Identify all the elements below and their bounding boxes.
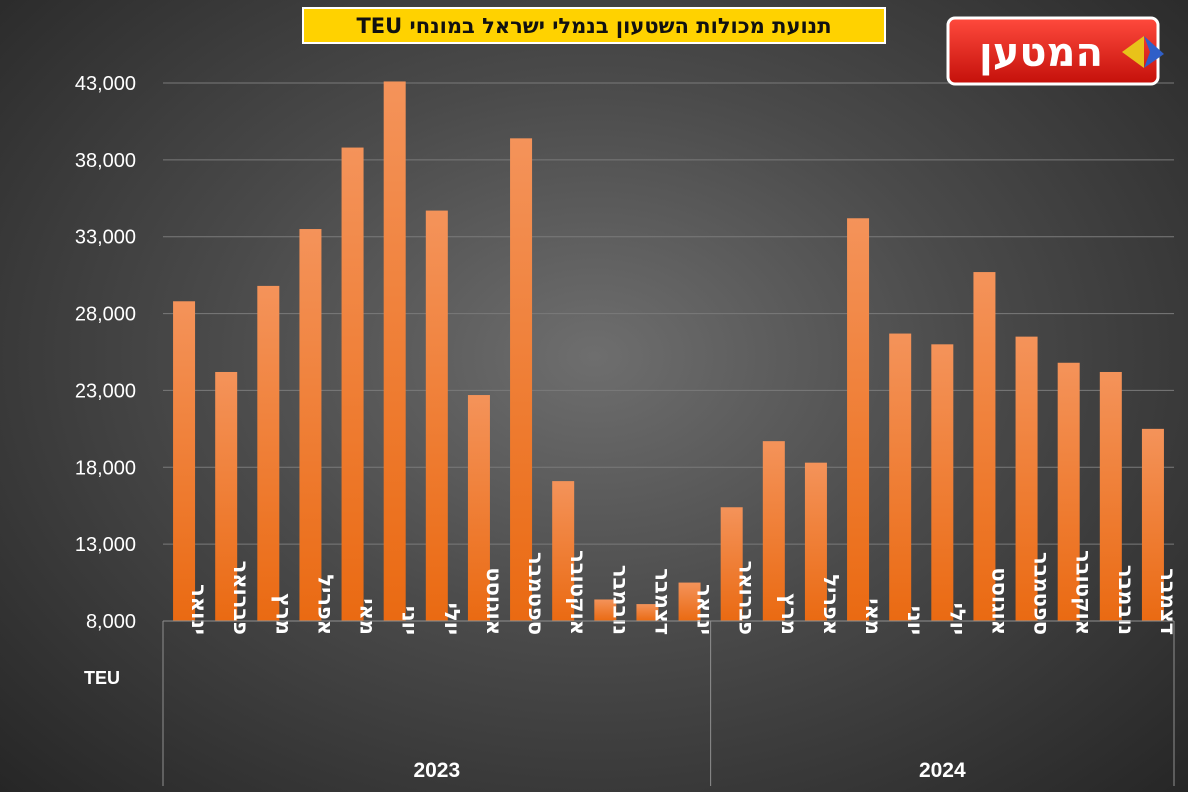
x-tick-label: מאי [861, 598, 885, 635]
bar [552, 481, 575, 621]
bar [510, 138, 533, 621]
chart-title: תנועת מכולות השטעון בנמלי ישראל במונחי T… [302, 7, 886, 44]
bar [341, 147, 364, 621]
bar [1141, 428, 1164, 621]
x-tick-label: ינואר [187, 584, 211, 635]
bar [1057, 362, 1080, 621]
x-tick-label: דצמבר [650, 568, 674, 635]
x-tick-label: ספטמבר [1030, 552, 1054, 635]
y-tick-label: 38,000 [75, 150, 136, 172]
y-tick-label: 43,000 [75, 73, 136, 95]
bar [299, 229, 322, 621]
x-tick-label: אוגוסט [482, 567, 506, 635]
gridlines [163, 82, 1174, 545]
x-tick-label: ספטמבר [524, 552, 548, 635]
x-tick-label: מאי [356, 598, 380, 635]
bar [1099, 371, 1122, 621]
bar [594, 599, 617, 621]
x-tick-label: אוקטובר [566, 550, 590, 635]
logo: המטען [946, 16, 1164, 86]
bar [973, 272, 996, 621]
x-tick-label: מרץ [777, 593, 801, 635]
y-tick-label: 8,000 [86, 611, 136, 633]
bar [467, 395, 490, 621]
bar [720, 507, 743, 621]
x-tick-label: יולי [945, 603, 969, 635]
x-tick-label: יוני [398, 606, 422, 635]
x-tick-label: פברואר [735, 561, 759, 635]
bar [804, 462, 827, 621]
y-tick-label: 23,000 [75, 380, 136, 402]
x-tick-label: מרץ [271, 593, 295, 635]
logo-text: המטען [979, 30, 1103, 76]
bar [678, 582, 701, 621]
bar [425, 210, 448, 621]
x-tick-label: אפריל [313, 574, 337, 635]
x-tick-label: ינואר [693, 584, 717, 635]
bar [1015, 336, 1038, 621]
year-label: 2024 [919, 759, 966, 782]
bar [889, 333, 912, 621]
logo-arrow-icon [1122, 36, 1164, 68]
year-label: 2023 [413, 759, 460, 782]
x-tick-label: נובמבר [608, 565, 632, 635]
bar [215, 371, 238, 621]
x-tick-label: פברואר [229, 561, 253, 635]
x-tick-label: אוגוסט [987, 567, 1011, 635]
bars [173, 81, 1164, 622]
bar [383, 81, 406, 621]
x-tick-label: אוקטובר [1072, 550, 1096, 635]
x-axis: ינואר פברואר מרץ אפריל מאי יוני יולי אוגוסט ספטמ… [162, 550, 1180, 786]
y-tick-label: 18,000 [75, 457, 136, 479]
x-tick-label: נובמבר [1114, 565, 1138, 635]
x-tick-label: דצמבר [1156, 568, 1180, 635]
y-tick-label: 13,000 [75, 534, 136, 556]
unit-label: TEU [84, 668, 120, 688]
x-tick-label: יוני [903, 606, 927, 635]
y-axis-ticks: 8,000 13,000 18,000 23,000 28,000 33,000 38,00… [75, 73, 136, 633]
y-tick-label: 33,000 [75, 227, 136, 249]
x-tick-label: אפריל [819, 574, 843, 635]
bar [257, 285, 280, 621]
bar [636, 604, 659, 621]
bar [173, 301, 196, 621]
y-tick-label: 28,000 [75, 304, 136, 326]
bar [931, 344, 954, 621]
bar [762, 441, 785, 621]
bar [847, 218, 870, 622]
x-tick-label: יולי [440, 603, 464, 635]
